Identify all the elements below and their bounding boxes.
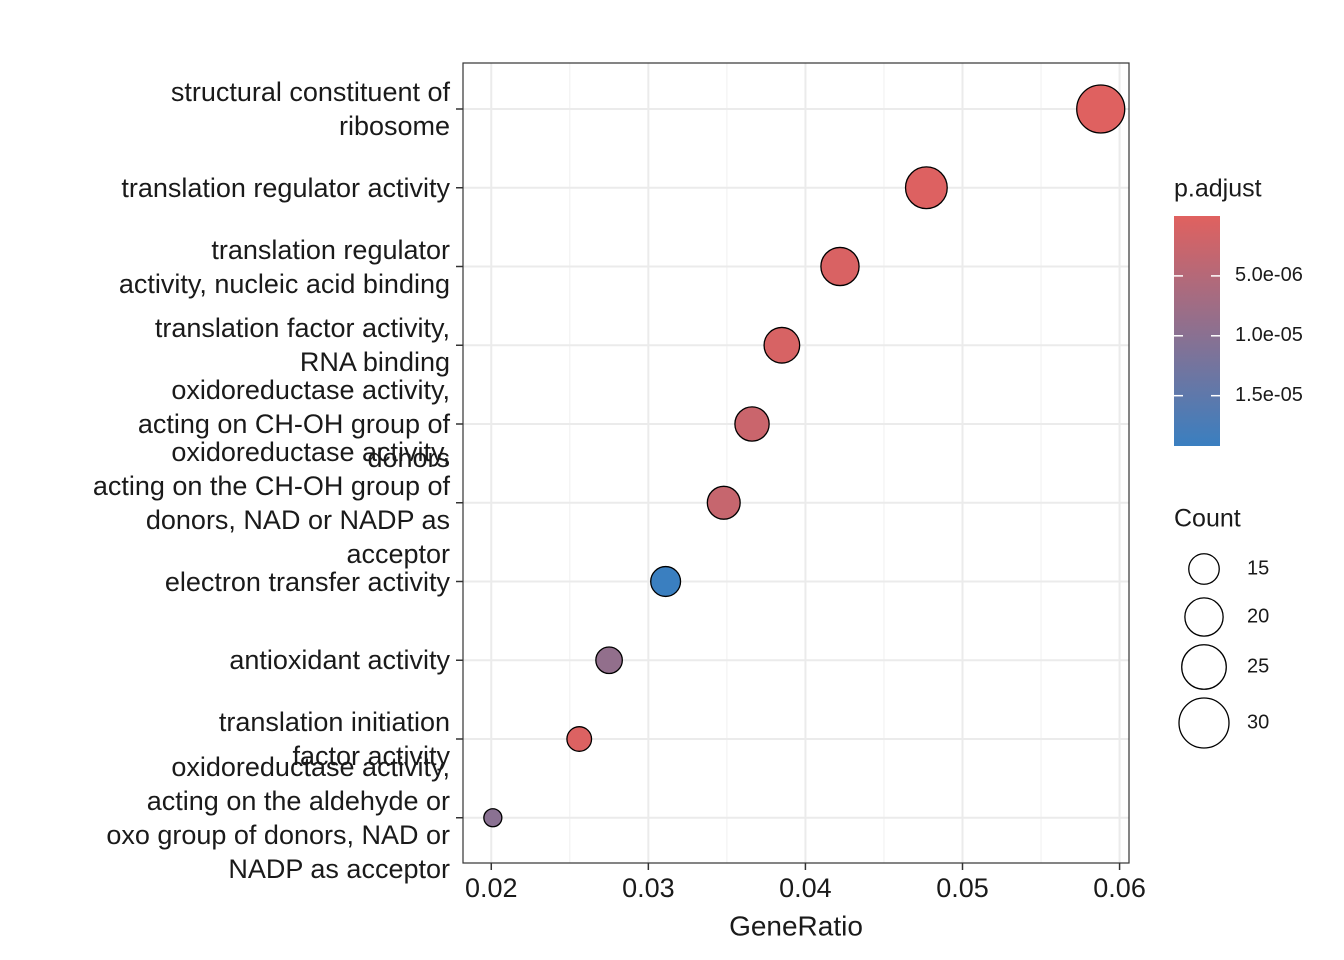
y-tick-label: translation regulator activity <box>121 172 450 203</box>
y-tick-label: structural constituent of ribosome <box>170 77 450 141</box>
x-tick-label: 0.04 <box>779 873 832 903</box>
size-key <box>1181 644 1227 690</box>
size-key-label: 30 <box>1247 711 1269 733</box>
dot <box>566 726 593 752</box>
dot <box>820 246 860 287</box>
x-tick-label: 0.06 <box>1093 873 1146 903</box>
dot <box>650 565 682 598</box>
dot <box>763 326 801 364</box>
size-key <box>1178 697 1230 749</box>
x-tick-label: 0.02 <box>465 873 518 903</box>
size-legend-title: Count <box>1174 505 1241 533</box>
dot <box>904 166 948 210</box>
size-key-label: 25 <box>1247 655 1269 677</box>
y-tick-label: electron transfer activity <box>164 566 450 597</box>
dot <box>706 485 741 520</box>
size-key <box>1184 597 1224 637</box>
y-tick-label: translation initiation factor activity <box>218 707 450 771</box>
panel-border <box>462 62 1130 864</box>
colorbar-tick-label: 1.5e-05 <box>1235 384 1303 406</box>
dot <box>483 808 503 828</box>
y-tick-label: antioxidant activity <box>229 645 450 676</box>
size-key <box>1188 553 1220 585</box>
x-axis-title: GeneRatio <box>729 910 863 941</box>
x-tick-label: 0.03 <box>622 873 675 903</box>
y-tick-label: oxidoreductase activity, acting on CH-OH… <box>137 375 450 473</box>
color-legend-title: p.adjust <box>1174 175 1262 203</box>
y-tick-label: oxidoreductase activity, acting on the a… <box>106 751 450 884</box>
colorbar-tick-label: 1.0e-05 <box>1235 324 1303 346</box>
colorbar <box>1174 216 1220 446</box>
size-key-label: 15 <box>1247 557 1269 579</box>
dot <box>1076 84 1126 134</box>
dot <box>595 646 623 675</box>
y-tick-label: oxidoreductase activity, acting on the C… <box>92 436 450 569</box>
colorbar-tick-label: 5.0e-06 <box>1235 264 1303 286</box>
y-tick-label: translation factor activity, RNA binding <box>154 313 450 378</box>
x-tick-label: 0.05 <box>936 873 989 903</box>
y-tick-label: translation regulator activity, nucleic … <box>118 234 450 299</box>
dot <box>734 406 770 442</box>
size-key-label: 20 <box>1247 605 1269 627</box>
